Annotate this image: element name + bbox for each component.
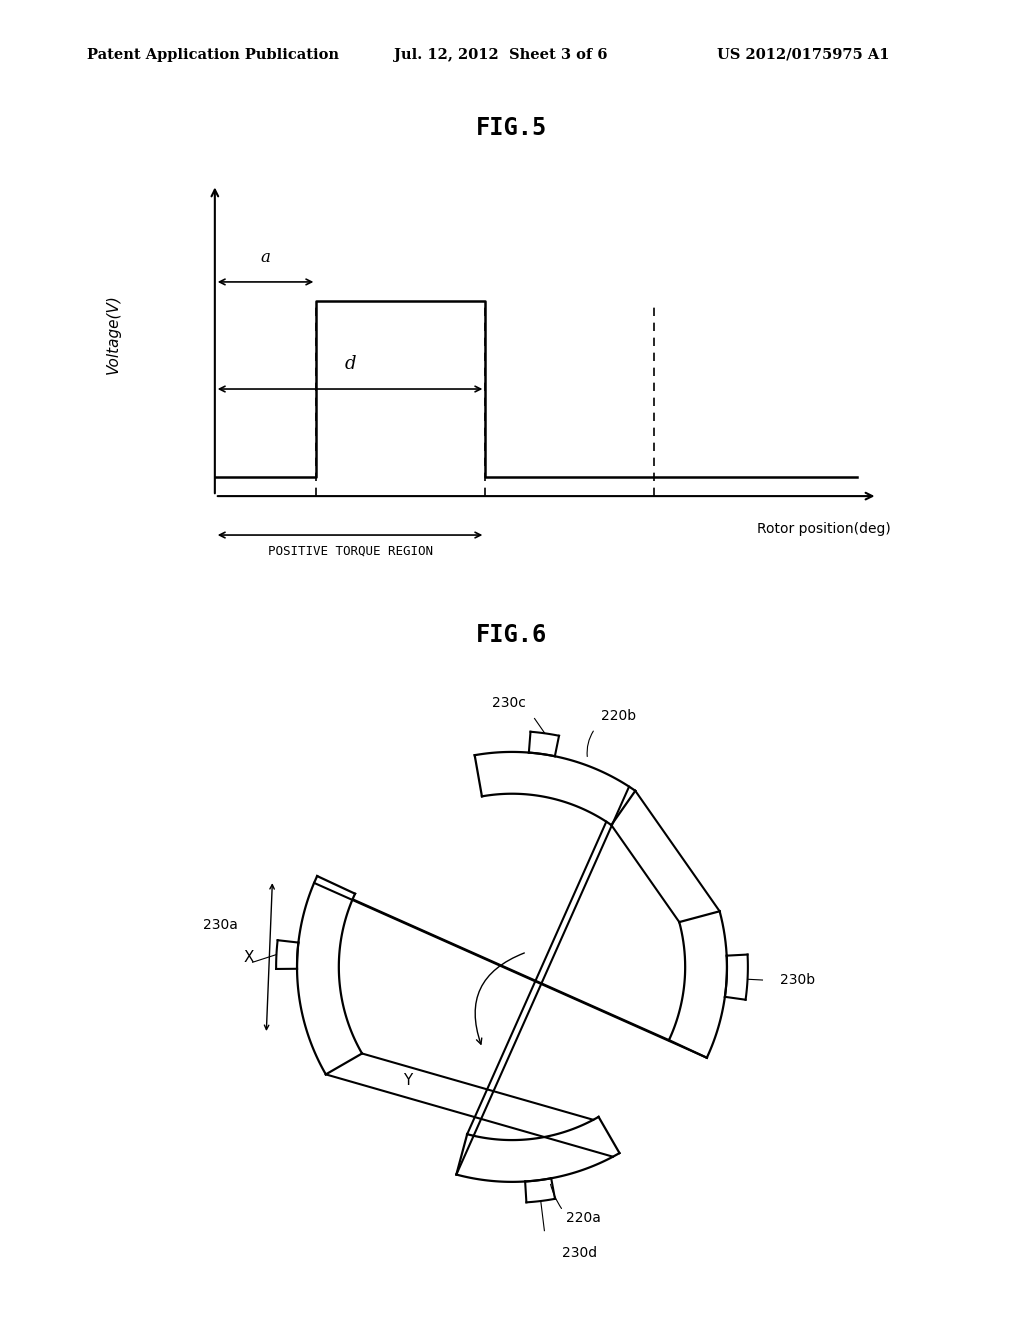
Text: 220a: 220a — [566, 1210, 601, 1225]
Text: Rotor position(deg): Rotor position(deg) — [757, 523, 891, 536]
Text: POSITIVE TORQUE REGION: POSITIVE TORQUE REGION — [267, 545, 432, 558]
Text: FIG.5: FIG.5 — [476, 116, 548, 140]
Text: Voltage(V): Voltage(V) — [105, 294, 121, 374]
Text: US 2012/0175975 A1: US 2012/0175975 A1 — [717, 48, 889, 62]
Text: 230a: 230a — [203, 919, 238, 932]
Text: 220b: 220b — [601, 709, 636, 723]
Text: Patent Application Publication: Patent Application Publication — [87, 48, 339, 62]
Text: Jul. 12, 2012  Sheet 3 of 6: Jul. 12, 2012 Sheet 3 of 6 — [394, 48, 607, 62]
Text: Y: Y — [402, 1073, 412, 1088]
Text: d: d — [344, 355, 355, 372]
Text: FIG.6: FIG.6 — [476, 623, 548, 647]
Text: 230b: 230b — [780, 973, 815, 987]
Text: 230d: 230d — [562, 1246, 597, 1259]
Text: a: a — [260, 248, 270, 265]
Text: X: X — [244, 949, 254, 965]
Text: 230c: 230c — [492, 696, 525, 710]
